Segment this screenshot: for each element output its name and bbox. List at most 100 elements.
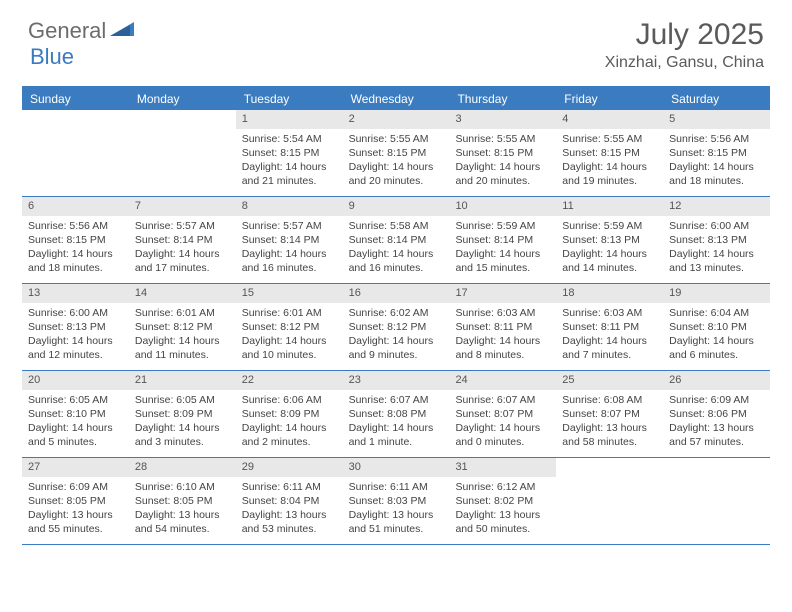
day-cell: 19Sunrise: 6:04 AMSunset: 8:10 PMDayligh… bbox=[663, 284, 770, 370]
day-header: Saturday bbox=[663, 88, 770, 110]
day-cell: 9Sunrise: 5:58 AMSunset: 8:14 PMDaylight… bbox=[343, 197, 450, 283]
day-body: Sunrise: 6:07 AMSunset: 8:07 PMDaylight:… bbox=[449, 390, 556, 454]
title-block: July 2025 Xinzhai, Gansu, China bbox=[605, 18, 764, 72]
day-cell: 24Sunrise: 6:07 AMSunset: 8:07 PMDayligh… bbox=[449, 371, 556, 457]
day-number: 7 bbox=[129, 197, 236, 216]
day-body: Sunrise: 6:12 AMSunset: 8:02 PMDaylight:… bbox=[449, 477, 556, 541]
day-cell: 3Sunrise: 5:55 AMSunset: 8:15 PMDaylight… bbox=[449, 110, 556, 196]
logo-text-1: General bbox=[28, 18, 106, 44]
header: General July 2025 Xinzhai, Gansu, China bbox=[0, 0, 792, 80]
day-number: 3 bbox=[449, 110, 556, 129]
day-cell: 4Sunrise: 5:55 AMSunset: 8:15 PMDaylight… bbox=[556, 110, 663, 196]
day-cell: 18Sunrise: 6:03 AMSunset: 8:11 PMDayligh… bbox=[556, 284, 663, 370]
day-body: Sunrise: 5:59 AMSunset: 8:13 PMDaylight:… bbox=[556, 216, 663, 280]
day-number: 25 bbox=[556, 371, 663, 390]
day-body: Sunrise: 6:01 AMSunset: 8:12 PMDaylight:… bbox=[236, 303, 343, 367]
day-body: Sunrise: 5:54 AMSunset: 8:15 PMDaylight:… bbox=[236, 129, 343, 193]
day-body: Sunrise: 5:59 AMSunset: 8:14 PMDaylight:… bbox=[449, 216, 556, 280]
weeks-container: 1Sunrise: 5:54 AMSunset: 8:15 PMDaylight… bbox=[22, 110, 770, 545]
day-number: 2 bbox=[343, 110, 450, 129]
day-cell: 31Sunrise: 6:12 AMSunset: 8:02 PMDayligh… bbox=[449, 458, 556, 544]
day-body: Sunrise: 6:06 AMSunset: 8:09 PMDaylight:… bbox=[236, 390, 343, 454]
day-number: 6 bbox=[22, 197, 129, 216]
day-body: Sunrise: 6:00 AMSunset: 8:13 PMDaylight:… bbox=[22, 303, 129, 367]
day-cell: 20Sunrise: 6:05 AMSunset: 8:10 PMDayligh… bbox=[22, 371, 129, 457]
day-body: Sunrise: 6:01 AMSunset: 8:12 PMDaylight:… bbox=[129, 303, 236, 367]
day-body: Sunrise: 6:09 AMSunset: 8:06 PMDaylight:… bbox=[663, 390, 770, 454]
day-body: Sunrise: 6:07 AMSunset: 8:08 PMDaylight:… bbox=[343, 390, 450, 454]
logo-triangle-icon bbox=[110, 20, 136, 43]
day-cell bbox=[129, 110, 236, 196]
day-number: 31 bbox=[449, 458, 556, 477]
day-body: Sunrise: 5:55 AMSunset: 8:15 PMDaylight:… bbox=[556, 129, 663, 193]
day-cell: 17Sunrise: 6:03 AMSunset: 8:11 PMDayligh… bbox=[449, 284, 556, 370]
day-cell: 15Sunrise: 6:01 AMSunset: 8:12 PMDayligh… bbox=[236, 284, 343, 370]
day-number: 24 bbox=[449, 371, 556, 390]
day-cell: 13Sunrise: 6:00 AMSunset: 8:13 PMDayligh… bbox=[22, 284, 129, 370]
day-number: 21 bbox=[129, 371, 236, 390]
day-header: Wednesday bbox=[343, 88, 450, 110]
day-cell: 30Sunrise: 6:11 AMSunset: 8:03 PMDayligh… bbox=[343, 458, 450, 544]
day-cell: 14Sunrise: 6:01 AMSunset: 8:12 PMDayligh… bbox=[129, 284, 236, 370]
day-body: Sunrise: 6:05 AMSunset: 8:09 PMDaylight:… bbox=[129, 390, 236, 454]
logo-text-2: Blue bbox=[30, 44, 74, 70]
day-cell: 7Sunrise: 5:57 AMSunset: 8:14 PMDaylight… bbox=[129, 197, 236, 283]
day-number: 23 bbox=[343, 371, 450, 390]
day-number: 16 bbox=[343, 284, 450, 303]
day-body: Sunrise: 5:58 AMSunset: 8:14 PMDaylight:… bbox=[343, 216, 450, 280]
day-number: 27 bbox=[22, 458, 129, 477]
day-body: Sunrise: 5:55 AMSunset: 8:15 PMDaylight:… bbox=[343, 129, 450, 193]
location-text: Xinzhai, Gansu, China bbox=[605, 54, 764, 72]
day-cell: 1Sunrise: 5:54 AMSunset: 8:15 PMDaylight… bbox=[236, 110, 343, 196]
month-title: July 2025 bbox=[605, 18, 764, 52]
day-number: 9 bbox=[343, 197, 450, 216]
day-body: Sunrise: 6:04 AMSunset: 8:10 PMDaylight:… bbox=[663, 303, 770, 367]
day-cell bbox=[22, 110, 129, 196]
day-header: Monday bbox=[129, 88, 236, 110]
day-number: 10 bbox=[449, 197, 556, 216]
day-number: 28 bbox=[129, 458, 236, 477]
day-cell: 16Sunrise: 6:02 AMSunset: 8:12 PMDayligh… bbox=[343, 284, 450, 370]
day-cell: 26Sunrise: 6:09 AMSunset: 8:06 PMDayligh… bbox=[663, 371, 770, 457]
day-number: 8 bbox=[236, 197, 343, 216]
day-cell: 27Sunrise: 6:09 AMSunset: 8:05 PMDayligh… bbox=[22, 458, 129, 544]
day-number: 22 bbox=[236, 371, 343, 390]
day-body: Sunrise: 5:56 AMSunset: 8:15 PMDaylight:… bbox=[22, 216, 129, 280]
day-cell: 8Sunrise: 5:57 AMSunset: 8:14 PMDaylight… bbox=[236, 197, 343, 283]
day-cell: 28Sunrise: 6:10 AMSunset: 8:05 PMDayligh… bbox=[129, 458, 236, 544]
day-cell: 21Sunrise: 6:05 AMSunset: 8:09 PMDayligh… bbox=[129, 371, 236, 457]
day-number: 17 bbox=[449, 284, 556, 303]
day-cell: 22Sunrise: 6:06 AMSunset: 8:09 PMDayligh… bbox=[236, 371, 343, 457]
day-number: 29 bbox=[236, 458, 343, 477]
day-body: Sunrise: 6:08 AMSunset: 8:07 PMDaylight:… bbox=[556, 390, 663, 454]
day-number: 18 bbox=[556, 284, 663, 303]
day-number: 4 bbox=[556, 110, 663, 129]
day-body: Sunrise: 6:11 AMSunset: 8:04 PMDaylight:… bbox=[236, 477, 343, 541]
day-cell: 25Sunrise: 6:08 AMSunset: 8:07 PMDayligh… bbox=[556, 371, 663, 457]
day-number: 11 bbox=[556, 197, 663, 216]
day-cell: 12Sunrise: 6:00 AMSunset: 8:13 PMDayligh… bbox=[663, 197, 770, 283]
week-row: 20Sunrise: 6:05 AMSunset: 8:10 PMDayligh… bbox=[22, 371, 770, 458]
day-cell: 2Sunrise: 5:55 AMSunset: 8:15 PMDaylight… bbox=[343, 110, 450, 196]
day-number: 20 bbox=[22, 371, 129, 390]
day-body: Sunrise: 5:55 AMSunset: 8:15 PMDaylight:… bbox=[449, 129, 556, 193]
day-cell: 11Sunrise: 5:59 AMSunset: 8:13 PMDayligh… bbox=[556, 197, 663, 283]
day-body: Sunrise: 5:57 AMSunset: 8:14 PMDaylight:… bbox=[236, 216, 343, 280]
day-header: Tuesday bbox=[236, 88, 343, 110]
week-row: 1Sunrise: 5:54 AMSunset: 8:15 PMDaylight… bbox=[22, 110, 770, 197]
day-body: Sunrise: 6:09 AMSunset: 8:05 PMDaylight:… bbox=[22, 477, 129, 541]
day-cell: 29Sunrise: 6:11 AMSunset: 8:04 PMDayligh… bbox=[236, 458, 343, 544]
day-number: 30 bbox=[343, 458, 450, 477]
day-body: Sunrise: 6:05 AMSunset: 8:10 PMDaylight:… bbox=[22, 390, 129, 454]
day-body: Sunrise: 6:11 AMSunset: 8:03 PMDaylight:… bbox=[343, 477, 450, 541]
day-number: 26 bbox=[663, 371, 770, 390]
day-header: Sunday bbox=[22, 88, 129, 110]
day-number: 5 bbox=[663, 110, 770, 129]
day-body: Sunrise: 6:10 AMSunset: 8:05 PMDaylight:… bbox=[129, 477, 236, 541]
day-number: 13 bbox=[22, 284, 129, 303]
day-cell: 23Sunrise: 6:07 AMSunset: 8:08 PMDayligh… bbox=[343, 371, 450, 457]
day-cell: 10Sunrise: 5:59 AMSunset: 8:14 PMDayligh… bbox=[449, 197, 556, 283]
day-header: Friday bbox=[556, 88, 663, 110]
day-number: 14 bbox=[129, 284, 236, 303]
day-body: Sunrise: 6:00 AMSunset: 8:13 PMDaylight:… bbox=[663, 216, 770, 280]
